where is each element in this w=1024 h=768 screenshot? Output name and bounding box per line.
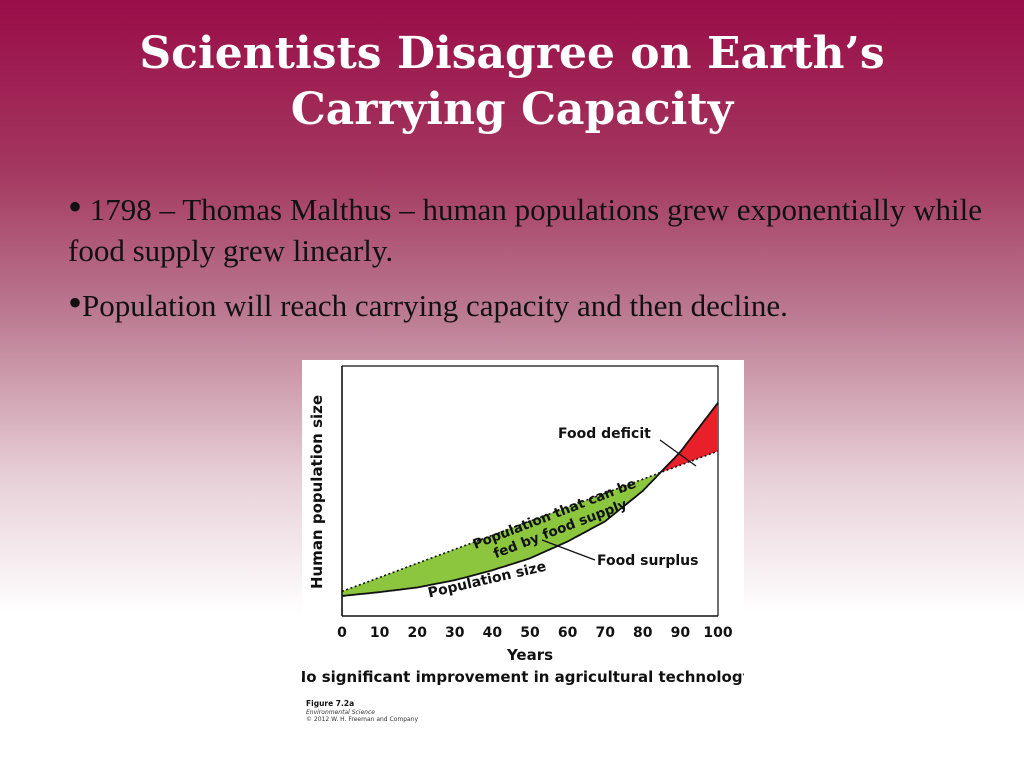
x-tick-labels: 0 10 20 30 40 50 60 70 80 90 100 xyxy=(337,625,733,641)
x-tick-label: 50 xyxy=(520,625,540,641)
plot-layer xyxy=(341,402,719,597)
bullet-symbol: • xyxy=(68,184,83,229)
book-title: Environmental Science xyxy=(306,709,375,716)
x-tick-label: 70 xyxy=(595,625,615,641)
bullet-list: • 1798 – Thomas Malthus – human populati… xyxy=(68,186,988,337)
copyright: © 2012 W. H. Freeman and Company xyxy=(306,716,419,723)
x-tick-label: 0 xyxy=(337,625,347,641)
food-deficit-label: Food deficit xyxy=(558,426,651,442)
x-tick-label: 80 xyxy=(633,625,653,641)
food-surplus-area xyxy=(342,472,660,596)
malthus-chart: 0 10 20 30 40 50 60 70 80 90 100 Human population … xyxy=(302,365,744,723)
bullet-text: 1798 – Thomas Malthus – human population… xyxy=(68,192,983,268)
food-supply-line xyxy=(341,450,719,593)
chart-caption: No significant improvement in agricultur… xyxy=(302,668,744,686)
malthus-figure: 0 10 20 30 40 50 60 70 80 90 100 Human population … xyxy=(302,360,744,724)
bullet-text: Population will reach carrying capacity … xyxy=(82,288,788,323)
bullet-item: •Population will reach carrying capacity… xyxy=(68,282,988,326)
slide-title: Scientists Disagree on Earth’s Carrying … xyxy=(139,28,885,135)
x-tick-label: 40 xyxy=(483,625,503,641)
food-surplus-leader xyxy=(541,539,596,561)
x-tick-label: 10 xyxy=(370,625,390,641)
x-tick-label: 100 xyxy=(703,625,732,641)
x-axis-label: Years xyxy=(506,646,553,664)
x-tick-label: 60 xyxy=(558,625,578,641)
bullet-item: • 1798 – Thomas Malthus – human populati… xyxy=(68,186,988,271)
population-curve xyxy=(341,402,719,597)
figure-number: Figure 7.2a xyxy=(306,699,354,708)
x-tick-label: 30 xyxy=(445,625,465,641)
food-deficit-leader xyxy=(659,439,697,467)
y-axis-label: Human population size xyxy=(308,395,326,589)
bullet-symbol: • xyxy=(68,280,83,325)
x-tick-label: 90 xyxy=(671,625,691,641)
food-surplus-label: Food surplus xyxy=(597,553,698,569)
food-deficit-area xyxy=(660,404,718,473)
x-tick-label: 20 xyxy=(407,625,427,641)
